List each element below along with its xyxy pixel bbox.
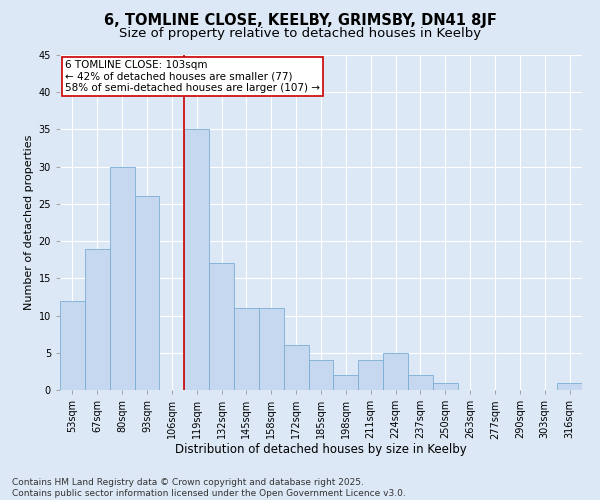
Y-axis label: Number of detached properties: Number of detached properties: [25, 135, 34, 310]
Bar: [85, 248, 110, 390]
Bar: [110, 166, 134, 390]
Bar: [284, 346, 308, 390]
Bar: [334, 375, 358, 390]
Bar: [433, 382, 458, 390]
Bar: [209, 264, 234, 390]
Bar: [184, 130, 209, 390]
Bar: [259, 308, 284, 390]
Text: 6, TOMLINE CLOSE, KEELBY, GRIMSBY, DN41 8JF: 6, TOMLINE CLOSE, KEELBY, GRIMSBY, DN41 …: [104, 12, 496, 28]
Bar: [134, 196, 160, 390]
Text: Contains HM Land Registry data © Crown copyright and database right 2025.
Contai: Contains HM Land Registry data © Crown c…: [12, 478, 406, 498]
Text: 6 TOMLINE CLOSE: 103sqm
← 42% of detached houses are smaller (77)
58% of semi-de: 6 TOMLINE CLOSE: 103sqm ← 42% of detache…: [65, 60, 320, 93]
Bar: [408, 375, 433, 390]
Bar: [308, 360, 334, 390]
Bar: [60, 300, 85, 390]
X-axis label: Distribution of detached houses by size in Keelby: Distribution of detached houses by size …: [175, 442, 467, 456]
Bar: [383, 353, 408, 390]
Bar: [557, 382, 582, 390]
Text: Size of property relative to detached houses in Keelby: Size of property relative to detached ho…: [119, 28, 481, 40]
Bar: [358, 360, 383, 390]
Bar: [234, 308, 259, 390]
